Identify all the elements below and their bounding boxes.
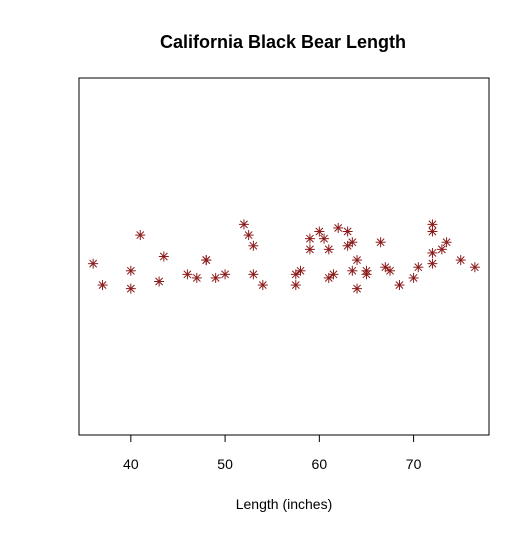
data-point: [304, 244, 315, 255]
data-point: [375, 237, 386, 248]
plot-frame: [78, 77, 490, 436]
data-point: [135, 230, 146, 241]
data-point: [342, 226, 353, 237]
x-tick-label: 70: [406, 456, 422, 472]
data-point: [380, 262, 391, 273]
data-point: [238, 219, 249, 230]
data-point: [97, 280, 108, 291]
data-point: [352, 255, 363, 266]
data-point: [427, 258, 438, 269]
data-point: [413, 262, 424, 273]
data-point: [333, 222, 344, 233]
data-point: [455, 255, 466, 266]
data-point: [427, 247, 438, 258]
data-point: [385, 265, 396, 276]
data-point: [394, 280, 405, 291]
x-tick-label: 60: [312, 456, 328, 472]
data-points: [88, 219, 480, 294]
data-point: [248, 240, 259, 251]
data-point: [408, 272, 419, 283]
data-point: [125, 283, 136, 294]
data-point: [323, 244, 334, 255]
data-point: [125, 265, 136, 276]
data-point: [361, 269, 372, 280]
data-point: [88, 258, 99, 269]
data-point: [328, 269, 339, 280]
data-point: [352, 283, 363, 294]
data-point: [436, 244, 447, 255]
data-point: [191, 272, 202, 283]
data-point: [427, 226, 438, 237]
data-point: [319, 233, 330, 244]
data-point: [347, 265, 358, 276]
data-point: [220, 269, 231, 280]
data-point: [469, 262, 480, 273]
data-point: [441, 237, 452, 248]
chart-title: California Black Bear Length: [160, 32, 406, 52]
data-point: [243, 230, 254, 241]
data-point: [201, 255, 212, 266]
data-point: [314, 226, 325, 237]
x-tick-label: 50: [217, 456, 233, 472]
data-point: [182, 269, 193, 280]
x-axis-label: Length (inches): [236, 496, 333, 512]
data-point: [347, 237, 358, 248]
data-point: [257, 280, 268, 291]
data-point: [290, 280, 301, 291]
data-point: [158, 251, 169, 262]
data-point: [210, 272, 221, 283]
x-tick-label: 40: [123, 456, 139, 472]
data-point: [154, 276, 165, 287]
data-point: [304, 233, 315, 244]
data-point: [295, 265, 306, 276]
data-point: [342, 240, 353, 251]
data-point: [248, 269, 259, 280]
x-axis: 40 50 60 70: [123, 434, 422, 472]
